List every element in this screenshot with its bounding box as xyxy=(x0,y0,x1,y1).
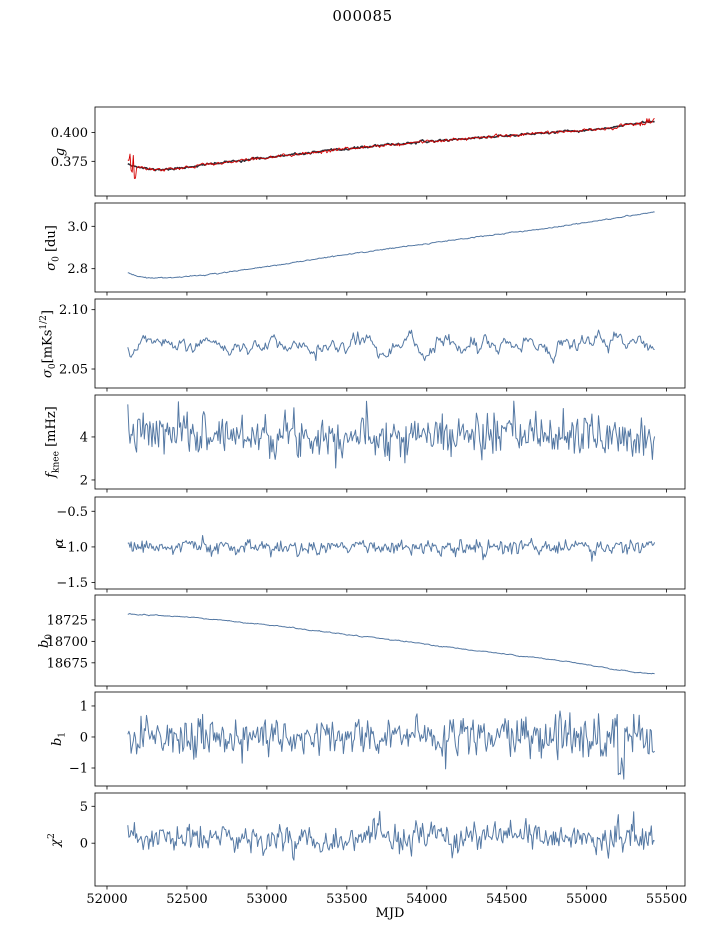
y-tick-label: 1 xyxy=(80,699,88,714)
x-tick-label: 55500 xyxy=(646,892,687,907)
x-tick-label: 54500 xyxy=(486,892,527,907)
x-tick-label: 55000 xyxy=(566,892,607,907)
y-tick-label: 3.0 xyxy=(67,220,88,235)
panel-b0: 18725 18700 18675 xyxy=(47,594,686,690)
x-tick-label: 53000 xyxy=(246,892,287,907)
panel-sigma0-mks: 2.10 2.05 xyxy=(59,298,686,392)
series-b1 xyxy=(127,710,655,780)
y-tick-label: 2.05 xyxy=(59,363,88,378)
x-tick-label: 54000 xyxy=(406,892,447,907)
series-f-knee xyxy=(127,400,656,469)
y-tick-label: 0 xyxy=(80,837,88,852)
y-tick-label: −1 xyxy=(69,762,88,777)
y-tick-label: 18725 xyxy=(47,613,88,628)
y-tick-label: 18675 xyxy=(47,656,88,671)
panel-b1: 1 0 −1 xyxy=(69,691,686,790)
y-tick-label: 2.10 xyxy=(59,303,88,318)
panel-chi2: 5 0 52000 52500 53000 53500 54000 54500 55000 555… xyxy=(80,792,687,907)
y-tick-label: −1.0 xyxy=(56,540,88,555)
ylabel-chi2: χ2 xyxy=(47,832,64,847)
axes-frame xyxy=(94,394,686,490)
x-tick-label: 53500 xyxy=(326,892,367,907)
y-tick-label: 5 xyxy=(80,800,88,815)
y-tick-label: −0.5 xyxy=(56,505,88,520)
y-tick-label: 18700 xyxy=(47,635,88,650)
y-tick-label: 0.400 xyxy=(51,126,88,141)
panel-f-knee: 42 xyxy=(80,394,686,493)
y-tick-label: −1.5 xyxy=(56,576,88,591)
panel-g: 0.400 0.375 xyxy=(51,106,686,200)
y-tick-label: 2.8 xyxy=(67,262,88,277)
x-tick-label: 52000 xyxy=(86,892,127,907)
axes-frame xyxy=(94,594,686,687)
x-axis-label: MJD xyxy=(375,906,405,921)
axes-frame xyxy=(94,298,686,389)
panel-sigma0-du: 3.0 2.8 xyxy=(67,202,686,296)
panel-alpha: −0.5 −1.0 −1.5 xyxy=(56,496,686,593)
axes-frame xyxy=(94,691,686,787)
series-chi2 xyxy=(127,810,655,861)
axes-frame xyxy=(94,106,686,197)
x-tick-label: 52500 xyxy=(166,892,207,907)
series-sigma0-mks xyxy=(127,329,655,364)
series-alpha xyxy=(127,534,656,562)
axes-frame xyxy=(94,202,686,293)
y-tick-label: 0 xyxy=(80,730,88,745)
y-tick-label: 0.375 xyxy=(51,155,88,170)
series-sigma0-du xyxy=(127,211,655,279)
series-g-raw xyxy=(127,118,655,179)
axes-frame xyxy=(94,496,686,590)
axes-frame xyxy=(94,792,686,887)
y-tick-label: 4 xyxy=(80,430,88,445)
figure-title: 000085 xyxy=(332,7,393,25)
series-b0 xyxy=(127,613,655,675)
y-tick-label: 2 xyxy=(80,473,88,488)
